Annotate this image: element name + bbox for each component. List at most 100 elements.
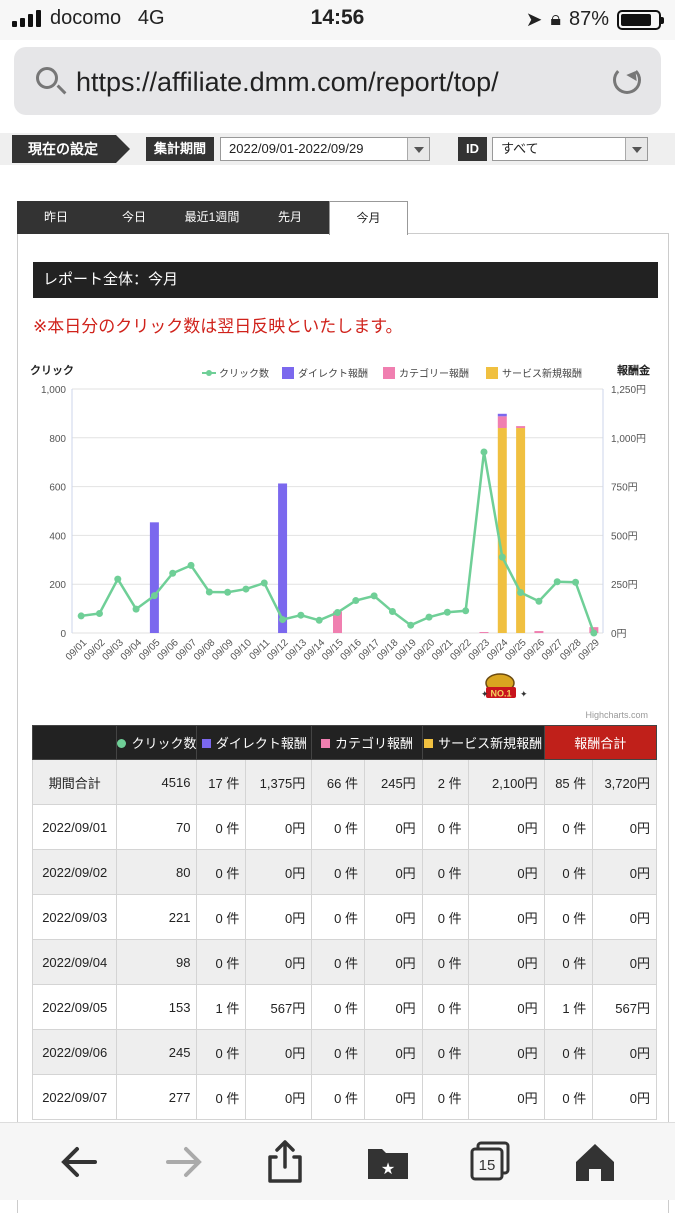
cell-sum-amount: 0円	[592, 1029, 657, 1075]
table-row: 2022/09/04 98 0 件 0円 0 件 0円 0 件 0円 0 件 0円	[31, 939, 657, 985]
cell-direct-amount: 0円	[245, 894, 313, 940]
clicks-point[interactable]	[443, 608, 451, 616]
tab-today[interactable]: 今日	[95, 201, 174, 234]
clicks-point[interactable]	[462, 607, 470, 615]
chevron-down-icon	[407, 138, 429, 160]
cell-clicks: 153	[116, 984, 198, 1030]
cell-sum-amount: 0円	[592, 849, 657, 895]
cell-svc-amount: 0円	[467, 939, 545, 985]
table-header-row: クリック数 ダイレクト報酬 カテゴリ報酬 サービス新規報酬 報酬合計	[31, 725, 658, 760]
forward-icon[interactable]	[158, 1137, 208, 1187]
reload-icon[interactable]	[613, 66, 641, 94]
tabs-icon[interactable]: 15	[465, 1137, 515, 1187]
back-icon[interactable]	[55, 1137, 105, 1187]
clicks-point[interactable]	[95, 609, 103, 617]
clicks-point[interactable]	[224, 588, 232, 596]
category-bar[interactable]	[516, 426, 526, 429]
clicks-point[interactable]	[388, 608, 396, 616]
category-bar[interactable]	[534, 631, 544, 633]
clicks-point[interactable]	[260, 579, 268, 587]
cell-sum-amount: 0円	[592, 804, 657, 850]
cell-direct-amount: 0円	[245, 849, 313, 895]
y-left-tick: 800	[49, 434, 66, 445]
period-select[interactable]: 2022/09/01-2022/09/29	[220, 137, 430, 161]
clicks-point[interactable]	[205, 588, 213, 596]
cell-svc-amount: 2,100円	[467, 759, 545, 805]
clicks-point[interactable]	[517, 588, 525, 596]
clicks-point[interactable]	[279, 616, 287, 624]
clicks-point[interactable]	[572, 578, 580, 586]
cell-cat-amount: 0円	[363, 939, 423, 985]
cell-cat-count: 0 件	[311, 939, 365, 985]
address-bar[interactable]: https://affiliate.dmm.com/report/top/	[14, 47, 661, 115]
row-label: 2022/09/07	[31, 1074, 118, 1120]
legend-item[interactable]: カテゴリー報酬	[399, 367, 469, 380]
cell-direct-count: 0 件	[196, 804, 247, 850]
clicks-point[interactable]	[132, 605, 140, 613]
clicks-point[interactable]	[297, 611, 305, 619]
header-category: カテゴリ報酬	[311, 725, 423, 760]
share-icon[interactable]	[260, 1137, 310, 1187]
cell-sum-count: 0 件	[543, 1074, 594, 1120]
y-right-tick: 0円	[611, 629, 627, 640]
id-select[interactable]: すべて	[492, 137, 648, 161]
clicks-legend-icon	[117, 739, 127, 748]
cell-svc-amount: 0円	[467, 1074, 545, 1120]
clicks-point[interactable]	[553, 578, 561, 586]
direct-bar[interactable]	[149, 522, 159, 633]
clicks-point[interactable]	[370, 592, 378, 600]
clicks-point[interactable]	[425, 613, 433, 621]
cell-svc-count: 0 件	[421, 804, 469, 850]
cell-clicks: 277	[116, 1074, 198, 1120]
cell-direct-amount: 0円	[245, 1074, 313, 1120]
direct-bar[interactable]	[497, 413, 507, 417]
clicks-point[interactable]	[242, 585, 250, 593]
clicks-point[interactable]	[334, 609, 341, 617]
period-value: 2022/09/01-2022/09/29	[229, 141, 364, 156]
url-text[interactable]: https://affiliate.dmm.com/report/top/	[76, 67, 499, 97]
clicks-point[interactable]	[187, 561, 195, 569]
tab-this-month[interactable]: 今月	[329, 201, 408, 235]
cell-cat-count: 0 件	[311, 894, 365, 940]
clicks-point[interactable]	[77, 612, 85, 620]
tab-last-week[interactable]: 最近1週間	[173, 201, 252, 234]
category-legend-icon	[320, 739, 330, 748]
header-clicks: クリック数	[116, 725, 198, 760]
clicks-point[interactable]	[480, 448, 488, 456]
home-icon[interactable]	[570, 1137, 620, 1187]
legend-item[interactable]: ダイレクト報酬	[298, 367, 368, 380]
category-bar[interactable]	[479, 632, 489, 634]
clicks-point[interactable]	[352, 597, 360, 605]
cell-sum-amount: 3,720円	[592, 759, 657, 805]
report-table: クリック数 ダイレクト報酬 カテゴリ報酬 サービス新規報酬 報酬合計 期間合計 4…	[31, 725, 658, 1120]
cell-direct-amount: 0円	[245, 804, 313, 850]
clicks-point[interactable]	[590, 629, 598, 637]
tab-last-month[interactable]: 先月	[251, 201, 330, 234]
legend-item[interactable]: クリック数	[219, 367, 269, 380]
cell-svc-count: 0 件	[421, 894, 469, 940]
clicks-point[interactable]	[498, 553, 506, 561]
svg-text:NO.1: NO.1	[490, 689, 511, 699]
cell-clicks: 221	[116, 894, 198, 940]
category-bar[interactable]	[497, 416, 507, 429]
row-label: 期間合計	[31, 759, 118, 805]
legend-item[interactable]: サービス新規報酬	[502, 367, 582, 380]
carrier-label: docomo 4G	[50, 7, 165, 29]
service-bar[interactable]	[497, 428, 507, 633]
cell-cat-count: 0 件	[311, 984, 365, 1030]
y-left-tick: 400	[49, 531, 66, 542]
direct-bar[interactable]	[278, 483, 288, 633]
clicks-point[interactable]	[535, 597, 543, 605]
cell-clicks: 70	[116, 804, 198, 850]
clicks-point[interactable]	[169, 569, 177, 577]
clicks-point[interactable]	[114, 575, 122, 583]
clicks-point[interactable]	[407, 621, 415, 629]
cell-cat-count: 0 件	[311, 849, 365, 895]
clicks-point[interactable]	[315, 616, 323, 624]
category-bar[interactable]	[333, 611, 342, 633]
service-bar[interactable]	[516, 428, 526, 633]
bookmarks-icon[interactable]: ★	[363, 1137, 413, 1187]
clicks-point[interactable]	[150, 592, 158, 600]
svg-text:15: 15	[479, 1157, 496, 1174]
tab-yesterday[interactable]: 昨日	[17, 201, 96, 234]
